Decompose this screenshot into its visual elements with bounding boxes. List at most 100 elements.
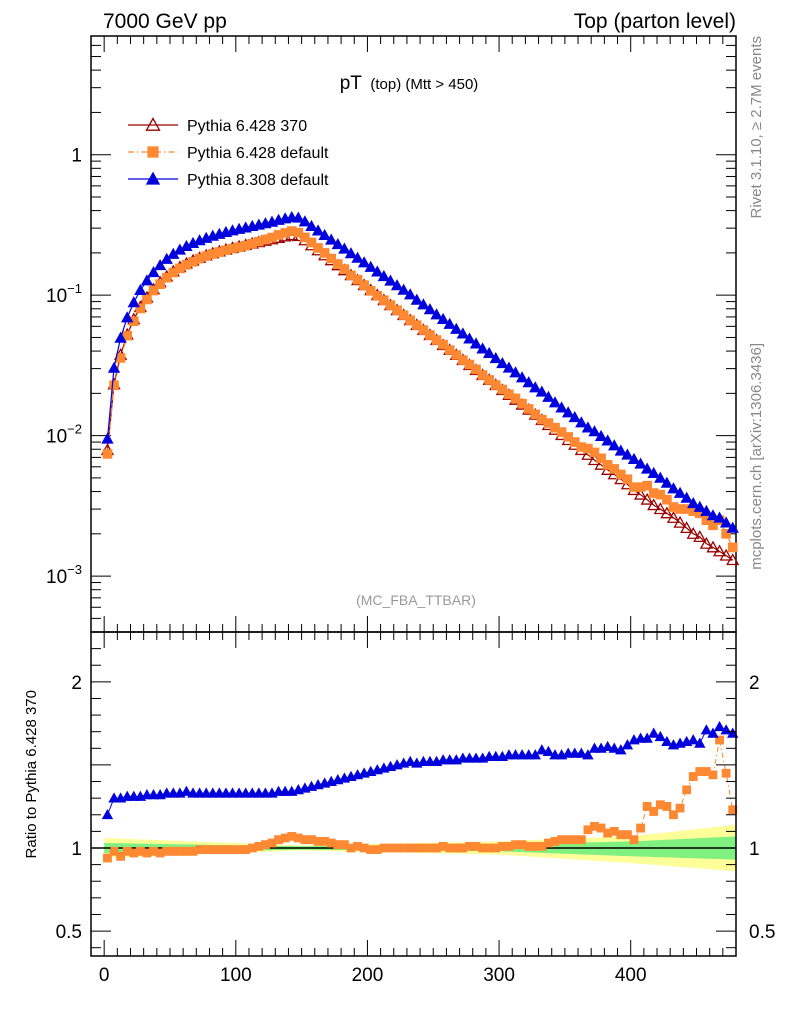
ratio-data-point (649, 807, 659, 816)
ratio-data-point (247, 843, 257, 853)
data-point (673, 515, 687, 528)
legend-label: Pythia 6.428 default (187, 145, 329, 162)
ratio-y-axis-label: Ratio to Pythia 6.428 370 (23, 690, 40, 858)
data-point (443, 317, 456, 329)
x-tick-label: 400 (615, 965, 647, 986)
ratio-data-point (188, 846, 198, 856)
x-tick-label: 200 (352, 965, 384, 986)
data-point (344, 247, 358, 259)
plot-watermark: (MC_FBA_TTBAR) (356, 592, 476, 608)
main-series-group (100, 211, 740, 566)
data-point (647, 498, 661, 511)
data-point (706, 509, 720, 521)
data-point (608, 439, 621, 451)
ratio-data-point (101, 808, 114, 820)
data-point (417, 298, 430, 310)
x-tick-label: 0 (99, 965, 110, 986)
data-point (489, 352, 502, 364)
legend-marker (145, 171, 161, 185)
plot-title: pT (top) (Mtt > 450) (340, 73, 479, 94)
data-point (390, 279, 404, 291)
x-tick-label: 300 (483, 965, 515, 986)
main-y-tick-labels: 110−110−210−3 (46, 146, 82, 588)
data-point (509, 366, 522, 378)
data-point (153, 259, 167, 271)
data-point (687, 496, 700, 509)
data-point (436, 312, 450, 324)
data-point (121, 311, 134, 323)
ratio-data-point (708, 770, 718, 780)
ratio-data-point (654, 730, 666, 742)
ratio-data-point (675, 803, 685, 813)
ratio-data-point (241, 845, 251, 855)
ratio-data-point (707, 727, 719, 738)
main-panel: 110−110−210−3 pT (top) (Mtt > 450) (MC_F… (46, 35, 740, 633)
data-point (305, 219, 318, 232)
data-point (719, 548, 733, 561)
header-right: Top (parton level) (574, 10, 736, 33)
main-y-tick-label: 10−2 (46, 422, 82, 448)
ratio-data-point (550, 836, 560, 846)
ratio-data-point (142, 848, 152, 858)
mcplots-label: mcplots.cern.ch [arXiv:1306.3436] (748, 343, 765, 570)
data-point (114, 331, 127, 343)
ratio-data-point (582, 749, 594, 760)
ratio-data-point (537, 841, 547, 851)
ratio-data-point (254, 841, 264, 851)
tick-label-base: 10 (46, 427, 67, 448)
ratio-frame (90, 631, 737, 957)
data-point (410, 293, 423, 305)
data-point (476, 342, 489, 354)
ratio-data-point (641, 732, 653, 743)
ratio-data-point (661, 735, 673, 747)
data-point (719, 516, 733, 528)
ratio-data-point (261, 840, 270, 850)
data-point (581, 421, 595, 433)
data-point (463, 332, 476, 344)
ratio-data-point (274, 835, 283, 845)
tick-label-base: 10 (46, 286, 67, 307)
data-point (147, 266, 160, 278)
data-point (483, 346, 496, 359)
data-point (102, 449, 113, 459)
data-point (338, 242, 351, 254)
data-point (594, 429, 608, 442)
data-point (384, 274, 397, 286)
legend-marker (147, 146, 159, 158)
data-point (331, 238, 344, 250)
series-line (106, 216, 734, 529)
ratio-data-point (458, 843, 468, 853)
ratio-data-point (544, 838, 553, 848)
ratio-data-point (504, 841, 514, 851)
ratio-data-point (116, 851, 126, 861)
ratio-data-point (404, 755, 416, 766)
data-point (351, 251, 364, 263)
ratio-data-point (583, 825, 593, 835)
data-point (134, 283, 147, 295)
ratio-data-point (727, 727, 739, 738)
data-point (142, 294, 152, 305)
data-point (496, 357, 509, 369)
ratio-data-point (629, 835, 639, 845)
ratio-data-point (694, 737, 706, 748)
data-point (371, 265, 384, 277)
ratio-data-point (432, 843, 441, 853)
ratio-data-point (669, 810, 678, 820)
tick-label-exponent: −3 (67, 562, 82, 577)
data-point (404, 288, 417, 300)
series-line (106, 230, 734, 548)
ratio-data-point (721, 768, 731, 778)
data-point (423, 303, 437, 315)
data-point (555, 401, 568, 413)
data-point (660, 476, 674, 488)
main-y-tick-label: 10−1 (46, 281, 82, 307)
data-point (456, 327, 470, 339)
data-point (318, 228, 331, 241)
data-point (515, 371, 529, 383)
ratio-tick-labels: 2 2 1 1 0.5 0.5 0 100 200 300 400 (56, 673, 776, 986)
data-point (693, 500, 706, 512)
data-point (640, 462, 654, 474)
ratio-data-point (529, 749, 541, 760)
ratio-data-point (267, 838, 277, 848)
